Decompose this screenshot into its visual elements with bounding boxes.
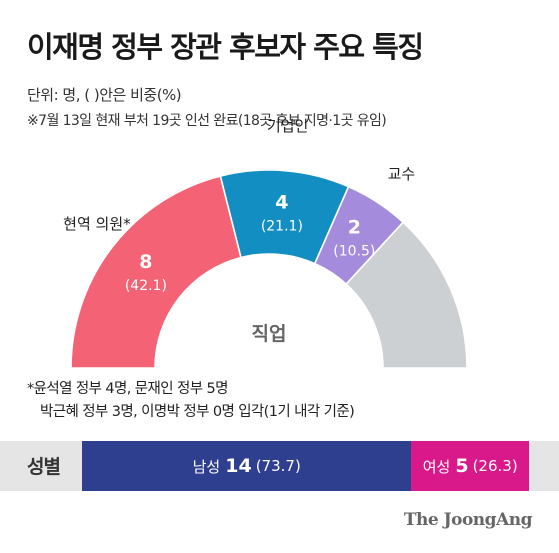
slice-percent-lawmaker: (42.1)	[125, 278, 167, 294]
status-note: ※7월 13일 현재 부처 19곳 인선 완료(18곳 후보 지명·1곳 유임)	[27, 113, 387, 129]
donut-center-title: 직업	[252, 323, 287, 345]
slice-label-lawmaker: 현역 의원*	[63, 215, 131, 233]
female-label: 여성	[422, 457, 451, 476]
footnote-line-1: *윤석열 정부 4명, 문재인 정부 5명	[27, 381, 228, 397]
slice-count-professor: 2	[348, 216, 361, 238]
gender-bar-male: 남성 14 (73.7)	[82, 441, 412, 491]
publisher-logo: The JoongAng	[403, 510, 533, 530]
donut-slice-other	[345, 221, 468, 369]
slice-count-business: 4	[275, 192, 288, 214]
gender-bar-female: 여성 5 (26.3)	[411, 441, 529, 491]
unit-note: 단위: 명, ( )안은 비중(%)	[27, 86, 182, 104]
male-count: 14	[225, 455, 252, 477]
slice-percent-professor: (10.5)	[333, 243, 375, 259]
footnote-line-2: 박근혜 정부 3명, 이명박 정부 0명 입각(1기 내각 기준)	[40, 404, 355, 420]
female-count: 5	[455, 455, 469, 477]
donut-slice-lawmaker	[70, 175, 242, 369]
male-label: 남성	[192, 457, 221, 476]
female-percent: (26.3)	[472, 457, 518, 475]
slice-label-professor: 교수	[388, 165, 416, 183]
chart-title: 이재명 정부 장관 후보자 주요 특징	[27, 30, 424, 64]
male-percent: (73.7)	[255, 457, 301, 475]
slice-count-lawmaker: 8	[139, 251, 152, 273]
gender-chart-title: 성별	[27, 456, 61, 478]
slice-percent-business: (21.1)	[261, 219, 303, 235]
slice-label-business: 기업인	[267, 117, 308, 135]
